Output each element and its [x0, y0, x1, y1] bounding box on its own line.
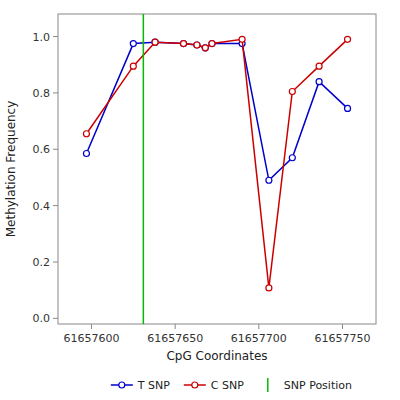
- x-tick-label: 61657650: [147, 332, 203, 345]
- series-point: [130, 63, 136, 69]
- series-point: [266, 177, 272, 183]
- series-point: [289, 89, 295, 95]
- series-point: [345, 105, 351, 111]
- legend-label: C SNP: [211, 379, 244, 392]
- legend-swatch-marker: [192, 382, 198, 388]
- y-tick: [53, 318, 58, 319]
- series-point: [83, 151, 89, 157]
- y-tick-label: 0.2: [33, 256, 51, 269]
- series-point: [289, 155, 295, 161]
- x-tick: [175, 324, 176, 329]
- snp-line: [143, 14, 145, 324]
- x-tick: [91, 324, 92, 329]
- chart: 61657600 61657650 61657700 61657750 0.0 0.2 0.…: [0, 0, 400, 400]
- x-tick-label: 61657750: [315, 332, 371, 345]
- plot-frame: [58, 14, 376, 324]
- series-point: [316, 63, 322, 69]
- x-tick: [342, 324, 343, 329]
- series-point: [209, 41, 215, 47]
- series-point: [83, 131, 89, 137]
- y-tick: [53, 149, 58, 150]
- plot-marks: [83, 14, 350, 324]
- legend-label: SNP Position: [284, 379, 352, 392]
- series-line: [86, 42, 347, 180]
- y-tick-label: 0.6: [33, 143, 51, 156]
- series-point: [152, 39, 158, 45]
- x-tick-label: 61657700: [231, 332, 287, 345]
- x-axis-label: CpG Coordinates: [166, 349, 267, 363]
- x-tick-label: 61657600: [63, 332, 119, 345]
- series-point: [209, 41, 215, 47]
- y-axis-label: Methylation Frequency: [4, 101, 18, 238]
- series-point: [239, 36, 245, 42]
- series-line: [86, 39, 347, 288]
- series-point: [266, 285, 272, 291]
- series-point: [345, 36, 351, 42]
- series-point: [181, 41, 187, 47]
- series-point: [194, 42, 200, 48]
- y-tick-label: 0.0: [33, 312, 51, 325]
- series-point: [130, 41, 136, 47]
- y-tick-label: 0.8: [33, 87, 51, 100]
- legend: T SNP C SNP SNP Position: [111, 378, 352, 392]
- y-tick-label: 0.4: [33, 200, 51, 213]
- y-tick-label: 1.0: [33, 31, 51, 44]
- series-point: [202, 45, 208, 51]
- y-tick: [53, 262, 58, 263]
- y-tick: [53, 92, 58, 93]
- legend-swatch-marker: [119, 382, 125, 388]
- series-point: [194, 42, 200, 48]
- y-tick: [53, 36, 58, 37]
- series-point: [181, 41, 187, 47]
- legend-swatch: [267, 378, 269, 392]
- series-point: [202, 45, 208, 51]
- y-tick: [53, 205, 58, 206]
- series-point: [316, 79, 322, 85]
- series-point: [152, 39, 158, 45]
- x-tick: [258, 324, 259, 329]
- legend-label: T SNP: [137, 379, 170, 392]
